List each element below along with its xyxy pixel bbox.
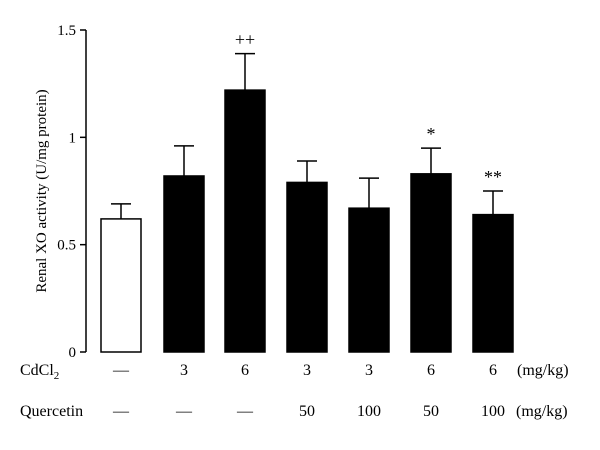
bar <box>348 207 390 353</box>
y-tick-label: 1 <box>69 130 77 146</box>
bar <box>286 181 328 353</box>
bar <box>224 89 266 353</box>
bar <box>472 213 514 353</box>
quercetin-values: — — — 50 100 50 100 <box>112 403 505 420</box>
y-axis-label: Renal XO activity (U/mg protein) <box>34 89 50 292</box>
quercetin-dose-value: — <box>175 403 193 420</box>
cdcl2-dose-value: 3 <box>303 362 311 379</box>
cdcl2-values: — 3 6 3 3 6 6 <box>112 362 497 379</box>
y-tick-label: 0 <box>69 345 77 361</box>
cdcl2-dose-value: 6 <box>489 362 497 379</box>
significance-annotations: ++*** <box>235 30 502 187</box>
quercetin-dose-value: 100 <box>481 403 505 420</box>
y-ticks: 0 0.5 1 1.5 <box>57 23 86 361</box>
quercetin-dose-value: — <box>236 403 254 420</box>
quercetin-dose-value: 50 <box>299 403 315 420</box>
bars <box>100 52 514 353</box>
bar <box>410 173 452 353</box>
cdcl2-label-subscript: 2 <box>54 370 60 382</box>
cdcl2-label-main: CdCl <box>20 362 54 379</box>
significance-marker: * <box>427 124 436 144</box>
quercetin-row-label: Quercetin <box>20 403 83 420</box>
cdcl2-unit-label: (mg/kg) <box>517 362 569 379</box>
quercetin-dose-row: Quercetin (mg/kg) <box>20 403 568 420</box>
cdcl2-dose-value: 6 <box>241 362 249 379</box>
quercetin-dose-value: 100 <box>357 403 381 420</box>
significance-marker: ++ <box>235 30 255 50</box>
y-tick-label: 1.5 <box>57 23 76 39</box>
cdcl2-dose-value: 3 <box>365 362 373 379</box>
bar <box>100 218 142 353</box>
quercetin-unit-label: (mg/kg) <box>516 403 568 420</box>
cdcl2-row-label: CdCl2 <box>20 362 59 382</box>
cdcl2-dose-value: 6 <box>427 362 435 379</box>
quercetin-dose-value: — <box>112 403 130 420</box>
y-tick-label: 0.5 <box>57 238 76 254</box>
cdcl2-dose-value: 3 <box>180 362 188 379</box>
significance-marker: ** <box>484 167 502 187</box>
cdcl2-dose-row: CdCl2 (mg/kg) <box>20 362 569 382</box>
quercetin-dose-value: 50 <box>423 403 439 420</box>
cdcl2-dose-value: — <box>112 362 130 379</box>
bar <box>163 175 205 353</box>
